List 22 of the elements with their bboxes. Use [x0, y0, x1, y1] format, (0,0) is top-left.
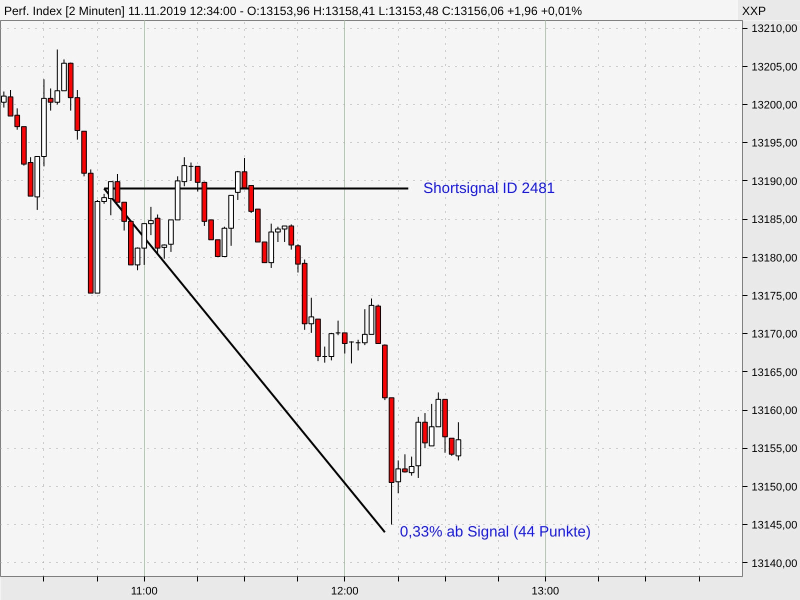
y-tick-label: 13185,00 — [752, 214, 798, 226]
y-axis-title: XXP — [742, 3, 766, 20]
y-tick-label: 13195,00 — [752, 138, 798, 150]
y-tick-label: 13150,00 — [752, 481, 798, 494]
y-tick-label: 13180,00 — [752, 252, 798, 264]
y-tick-label: 13155,00 — [752, 443, 798, 456]
y-tick-label: 13165,00 — [752, 366, 798, 379]
y-tick-label: 13160,00 — [752, 405, 798, 418]
chart-title: Perf. Index [2 Minuten] 11.11.2019 12:34:00 - O:13153,96 H:13158,41 L:13153,48 C:13156,06 +1,96 +0,01% — [4, 3, 582, 20]
y-tick-label: 13140,00 — [752, 558, 798, 570]
annotation: 0,33% ab Signal (44 Punkte) — [400, 524, 591, 541]
y-tick-label: 13190,00 — [752, 176, 798, 188]
x-tick-label: 13:00 — [532, 586, 560, 598]
x-tick-label: 12:00 — [331, 586, 359, 598]
y-tick-label: 13210,00 — [752, 23, 798, 36]
y-tick-label: 13145,00 — [752, 520, 798, 532]
annotation: Shortsignal ID 2481 — [423, 180, 556, 198]
y-tick-label: 13200,00 — [752, 100, 798, 112]
y-tick-label: 13170,00 — [752, 328, 798, 341]
y-tick-label: 13205,00 — [752, 61, 798, 74]
y-tick-label: 13175,00 — [752, 290, 798, 302]
x-tick-label: 11:00 — [130, 586, 158, 598]
